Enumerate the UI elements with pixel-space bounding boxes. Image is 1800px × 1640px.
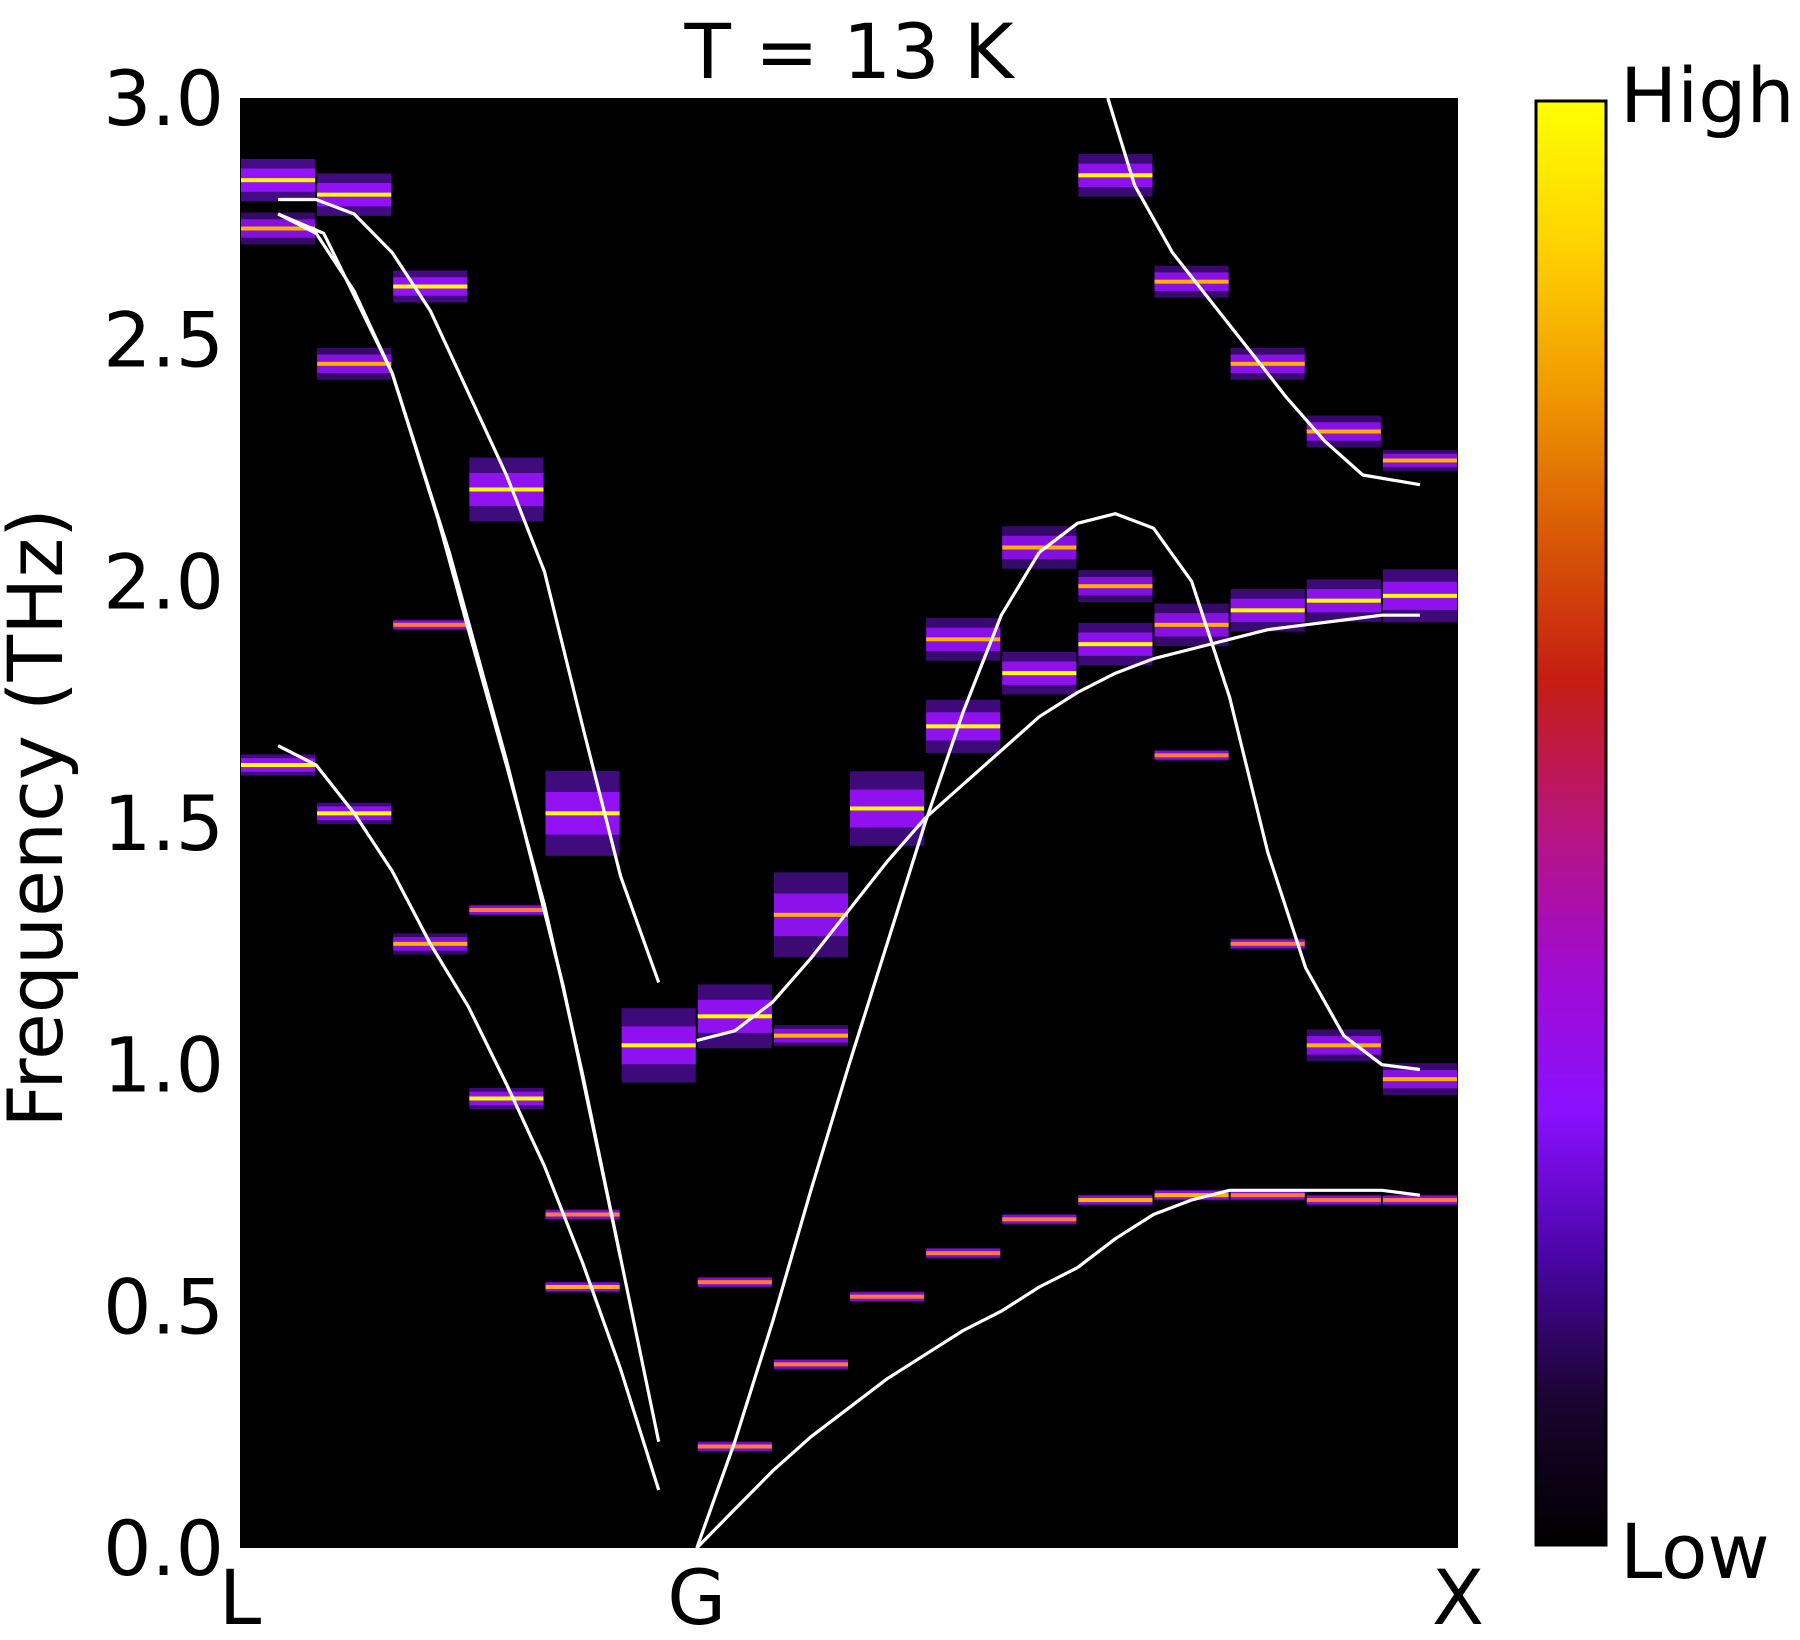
spectral-peak-1 [241,226,316,231]
dispersion-branch-5 [1076,1188,1421,1269]
spectral-peak-9 [469,487,544,492]
spectral-peak-3 [317,192,392,197]
spectral-peak-24 [926,637,1001,642]
spectral-peak-10 [469,908,544,912]
dispersion-branch-4 [695,1266,1079,1548]
y-tick-label: 3.0 [103,54,224,143]
spectral-peak-27 [1002,545,1077,550]
spectral-peak-32 [1078,642,1153,647]
spectral-peak-12 [545,811,620,816]
spectral-peak-11 [469,1096,544,1101]
spectral-peak-31 [1078,584,1153,589]
dispersion-branch-8 [696,715,1041,1043]
spectral-peak-26 [926,1251,1001,1256]
spectral-peak-41 [1230,1193,1305,1198]
y-axis-label: Frequency (THz) [0,508,80,1128]
intensity-heatmap [241,154,1457,1452]
y-axis-ticks: 0.0 0.5 1.0 1.5 2.0 2.5 3.0 [103,54,224,1593]
spectral-peak-22 [850,806,925,811]
spectral-peak-48 [1382,1077,1457,1082]
y-tick-label: 0.5 [103,1262,224,1351]
spectral-peak-25 [926,724,1001,729]
spectral-peak-28 [1002,671,1077,676]
spectral-peak-38 [1230,361,1305,366]
spectral-peak-7 [393,622,468,627]
dispersion-branch-7 [1038,512,1421,1072]
y-tick-label: 0.0 [103,1504,224,1593]
spectral-peak-33 [1078,1198,1153,1202]
spectral-peak-15 [621,1043,696,1048]
spectral-peak-4 [317,361,392,366]
spectral-peak-45 [1306,1198,1381,1202]
x-tick-label: L [219,1553,261,1640]
spectral-peak-37 [1154,1193,1229,1198]
spectral-peak-29 [1002,1217,1077,1222]
colorbar-low-label: Low [1620,1507,1770,1596]
spectral-peak-17 [697,1280,772,1285]
spectral-peak-47 [1382,593,1457,598]
spectral-peak-44 [1306,1043,1381,1048]
spectral-peak-49 [1382,1198,1457,1202]
spectral-peak-2 [241,763,316,767]
y-tick-label: 1.0 [103,1021,224,1110]
dispersion-curves [277,98,1421,1548]
y-tick-label: 2.0 [103,537,224,626]
spectral-peak-20 [773,1033,848,1038]
spectral-peak-6 [393,284,468,289]
spectral-peak-19 [773,912,848,917]
spectral-peak-13 [545,1212,620,1217]
spectral-peak-21 [773,1362,848,1367]
x-tick-label: X [1432,1553,1484,1640]
x-tick-label: G [667,1553,726,1640]
dispersion-branch-1 [277,212,661,1443]
dispersion-branch-2 [278,197,661,984]
chart-title: T = 13 K [683,7,1015,96]
dispersion-branch-3 [277,744,661,1491]
spectral-peak-16 [697,1014,772,1019]
spectral-peak-35 [1154,622,1229,627]
plot-background [240,98,1458,1548]
colorbar-high-label: High [1620,51,1795,140]
dispersion-branch-9 [1038,613,1420,719]
spectral-peak-42 [1306,429,1381,434]
y-tick-label: 1.5 [103,779,224,868]
spectral-peak-43 [1306,598,1381,603]
spectral-peak-0 [241,178,316,183]
spectral-peak-40 [1230,941,1305,946]
dispersion-branch-6 [695,551,1041,1548]
spectral-peak-46 [1382,458,1457,463]
spectral-peak-23 [850,1294,925,1299]
spectral-peak-30 [1078,173,1153,178]
colorbar [1534,99,1608,1547]
spectral-peak-34 [1154,279,1229,284]
spectral-peak-39 [1230,608,1305,613]
y-tick-label: 2.5 [103,296,224,385]
dispersion-branch-10 [1106,98,1421,487]
spectral-peak-14 [545,1285,620,1289]
spectral-peak-18 [697,1444,772,1449]
spectral-peak-36 [1154,753,1229,758]
